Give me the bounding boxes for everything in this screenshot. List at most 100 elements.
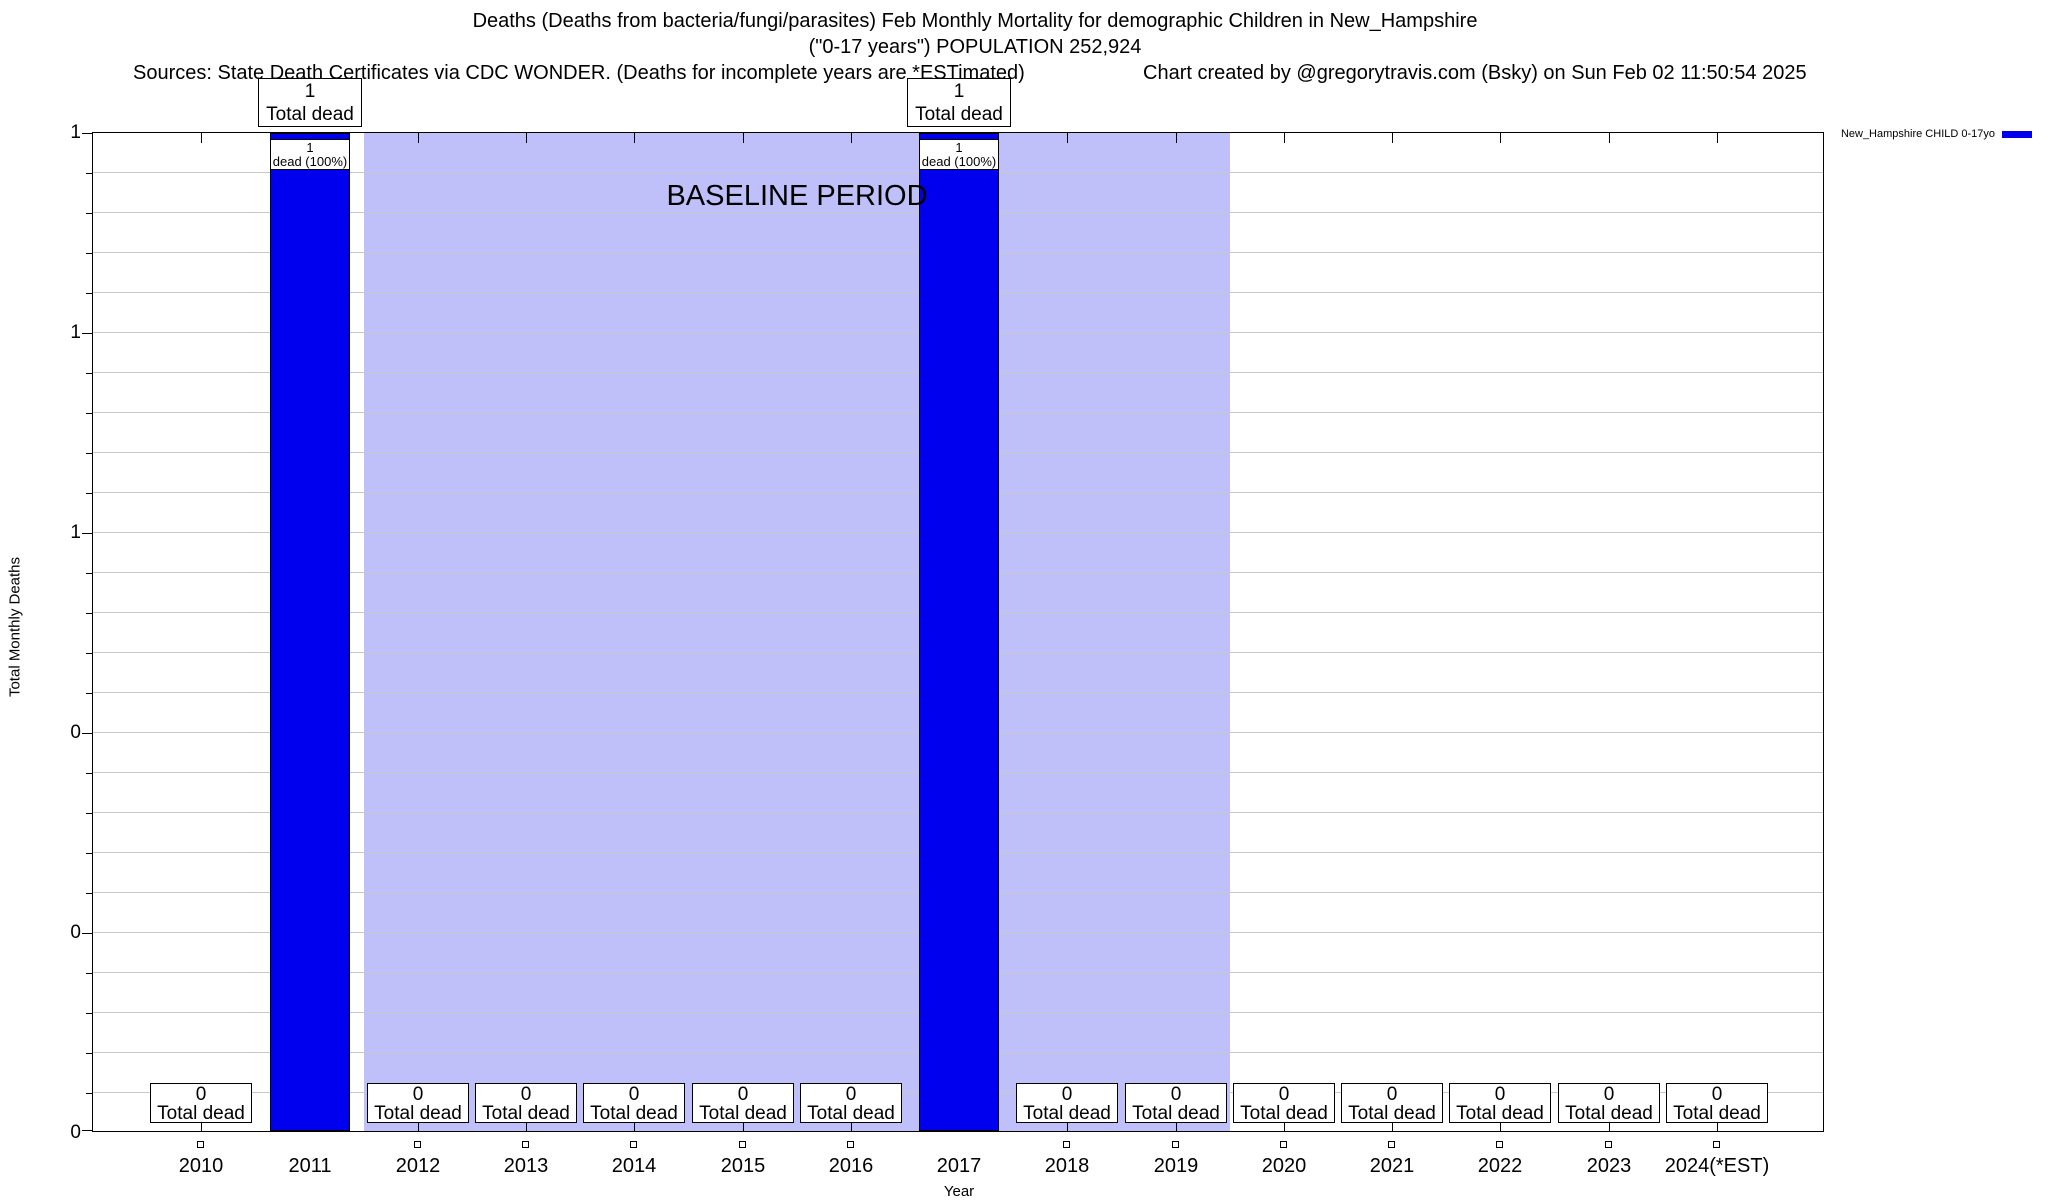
bar bbox=[270, 133, 350, 1131]
total-dead-box-top: 1 Total dead bbox=[258, 78, 362, 127]
x-tick-label-line1: 2014 bbox=[611, 1155, 657, 1177]
y-minor-tick bbox=[86, 773, 92, 774]
zero-total-box-line1: 0 bbox=[1603, 1084, 1615, 1105]
zero-total-box: 0 Total dead bbox=[800, 1083, 902, 1123]
zero-total-box-line2: Total dead bbox=[1132, 1103, 1220, 1124]
total-dead-box-top-line1: 1 bbox=[953, 81, 965, 102]
y-minor-tick bbox=[86, 813, 92, 814]
zero-total-box-line2: Total dead bbox=[1673, 1103, 1761, 1124]
x-tick-label: 2015 bbox=[673, 1155, 813, 1178]
zero-point-marker bbox=[1496, 1141, 1503, 1148]
y-minor-tick bbox=[86, 653, 92, 654]
chart-title-line2: ("0-17 years") POPULATION 252,924 bbox=[808, 36, 1142, 58]
x-tick-bottom bbox=[1717, 1121, 1718, 1131]
zero-total-box-line2: Total dead bbox=[699, 1103, 787, 1124]
y-major-tick bbox=[82, 333, 92, 334]
x-tick-label-line1: 2012 bbox=[395, 1155, 441, 1177]
x-tick-label: 2023 bbox=[1539, 1155, 1679, 1178]
x-tick-label: 2010 bbox=[131, 1155, 271, 1178]
x-tick-top bbox=[1176, 133, 1177, 143]
y-major-tick bbox=[82, 1130, 92, 1131]
x-tick-bottom bbox=[634, 1121, 635, 1131]
y-major-tick bbox=[82, 133, 92, 134]
y-minor-tick bbox=[86, 973, 92, 974]
zero-total-box-line2: Total dead bbox=[482, 1103, 570, 1124]
zero-total-box: 0 Total dead bbox=[1449, 1083, 1551, 1123]
x-tick-label-line1: 2015 bbox=[720, 1155, 766, 1177]
x-tick-label: 2012 bbox=[348, 1155, 488, 1178]
y-minor-tick bbox=[86, 1013, 92, 1014]
total-dead-box-top-line1: 1 bbox=[304, 81, 316, 102]
zero-total-box-line2: Total dead bbox=[1240, 1103, 1328, 1124]
zero-total-box-line1: 0 bbox=[737, 1084, 749, 1105]
y-minor-tick bbox=[86, 1093, 92, 1094]
x-tick-label: 2013 bbox=[456, 1155, 596, 1178]
y-major-tick bbox=[82, 933, 92, 934]
x-tick-label-line1: 2019 bbox=[1153, 1155, 1199, 1177]
y-tick-label-line1: 0 bbox=[70, 1122, 81, 1143]
baseline-region bbox=[364, 133, 1230, 1131]
y-minor-tick bbox=[86, 853, 92, 854]
x-tick-bottom bbox=[851, 1121, 852, 1131]
legend-series-label: New_Hampshire CHILD 0-17yo bbox=[1840, 128, 1995, 140]
legend: New_Hampshire CHILD 0-17yo bbox=[1841, 128, 2032, 140]
zero-total-box-line2: Total dead bbox=[807, 1103, 895, 1124]
x-tick-label: 2014 bbox=[564, 1155, 704, 1178]
zero-total-box-line1: 0 bbox=[1494, 1084, 1506, 1105]
x-tick-label-line1: 2018 bbox=[1044, 1155, 1090, 1177]
y-minor-tick bbox=[86, 613, 92, 614]
y-major-tick bbox=[82, 533, 92, 534]
bar-top-box-line1: 1 bbox=[306, 140, 314, 155]
zero-total-box-line2: Total dead bbox=[1348, 1103, 1436, 1124]
zero-total-box-line2: Total dead bbox=[1456, 1103, 1544, 1124]
y-tick-label-line1: 0 bbox=[70, 722, 81, 743]
legend-color-swatch bbox=[2002, 130, 2032, 138]
zero-total-box-line1: 0 bbox=[412, 1084, 424, 1105]
zero-total-box: 0 Total dead bbox=[1016, 1083, 1118, 1123]
x-tick-label-line1: 2017 bbox=[936, 1155, 982, 1177]
y-tick-label: 0 bbox=[33, 922, 81, 944]
zero-total-box-line2: Total dead bbox=[1023, 1103, 1111, 1124]
x-tick-bottom bbox=[1176, 1121, 1177, 1131]
zero-total-box: 0 Total dead bbox=[1125, 1083, 1227, 1123]
zero-point-marker bbox=[522, 1141, 529, 1148]
zero-total-box-line1: 0 bbox=[845, 1084, 857, 1105]
zero-point-marker bbox=[1063, 1141, 1070, 1148]
y-minor-tick bbox=[86, 453, 92, 454]
x-tick-bottom bbox=[526, 1121, 527, 1131]
zero-point-marker bbox=[847, 1141, 854, 1148]
y-tick-label: 0 bbox=[33, 722, 81, 744]
y-tick-label-line1: 1 bbox=[70, 122, 81, 143]
zero-total-box: 0 Total dead bbox=[583, 1083, 685, 1123]
y-minor-tick bbox=[86, 213, 92, 214]
zero-total-box-line2: Total dead bbox=[374, 1103, 462, 1124]
x-tick-label: 2018 bbox=[997, 1155, 1137, 1178]
x-tick-bottom bbox=[1392, 1121, 1393, 1131]
zero-total-box: 0 Total dead bbox=[692, 1083, 794, 1123]
x-tick-label: 2016 bbox=[781, 1155, 921, 1178]
zero-point-marker bbox=[197, 1141, 204, 1148]
y-minor-tick bbox=[86, 293, 92, 294]
x-tick-label-line1: 2021 bbox=[1369, 1155, 1415, 1177]
x-tick-top bbox=[1284, 133, 1285, 143]
x-tick-top bbox=[1392, 133, 1393, 143]
x-tick-bottom bbox=[1067, 1121, 1068, 1131]
zero-total-box-line1: 0 bbox=[1278, 1084, 1290, 1105]
x-tick-bottom bbox=[201, 1121, 202, 1131]
x-tick-label-line1: 2010 bbox=[178, 1155, 224, 1177]
zero-total-box: 0 Total dead bbox=[1666, 1083, 1768, 1123]
x-tick-bottom bbox=[418, 1121, 419, 1131]
y-minor-tick bbox=[86, 253, 92, 254]
x-axis-title: Year bbox=[889, 1183, 1029, 1200]
y-tick-label: 1 bbox=[33, 122, 81, 144]
x-tick-bottom bbox=[1500, 1121, 1501, 1131]
zero-total-box-line2: Total dead bbox=[590, 1103, 678, 1124]
chart-title-line1: Deaths (Deaths from bacteria/fungi/paras… bbox=[472, 10, 1478, 32]
y-minor-tick bbox=[86, 493, 92, 494]
zero-point-marker bbox=[1388, 1141, 1395, 1148]
x-tick-bottom bbox=[743, 1121, 744, 1131]
baseline-region-label-line1: BASELINE PERIOD bbox=[666, 180, 928, 212]
x-tick-label: 2017 bbox=[889, 1155, 1029, 1178]
x-tick-label-line1: 2016 bbox=[828, 1155, 874, 1177]
